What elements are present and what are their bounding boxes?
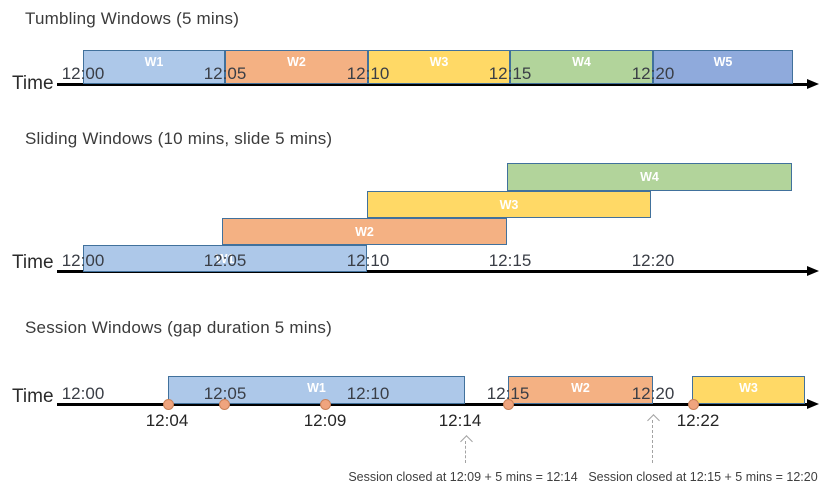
window-bar-w4: W4 bbox=[507, 163, 792, 191]
window-bar-w3: W3 bbox=[367, 191, 651, 218]
window-label: W2 bbox=[355, 224, 374, 239]
up-arrowhead-icon bbox=[646, 414, 660, 427]
event-dot bbox=[162, 398, 174, 410]
window-bar-w4: W4 bbox=[510, 50, 653, 84]
time-axis-label: Time bbox=[12, 252, 54, 273]
time-axis-label: Time bbox=[12, 386, 54, 407]
window-label: W2 bbox=[571, 381, 590, 395]
timeline-axis bbox=[57, 83, 807, 86]
axis-tick-label: 12:05 bbox=[203, 251, 247, 270]
window-bar-w3: W3 bbox=[368, 50, 510, 84]
event-dot bbox=[502, 398, 514, 410]
axis-tick-label: 12:10 bbox=[346, 384, 390, 403]
timeline-axis bbox=[57, 403, 807, 406]
axis-tick-label: 12:15 bbox=[488, 64, 532, 83]
window-bar-w2: W2 bbox=[225, 50, 368, 84]
window-label: W3 bbox=[429, 55, 449, 69]
window-bar-w1: W1 bbox=[83, 50, 225, 84]
timeline-arrowhead-icon bbox=[807, 79, 819, 89]
window-label: W5 bbox=[713, 55, 733, 69]
timeline-arrowhead-icon bbox=[807, 266, 819, 276]
window-bar-w5: W5 bbox=[653, 50, 793, 84]
axis-tick-label: 12:15 bbox=[486, 384, 530, 403]
window-bar-w2: W2 bbox=[508, 376, 653, 404]
axis-tick-label: 12:15 bbox=[488, 251, 532, 270]
callout-dashed-line bbox=[465, 441, 466, 463]
window-label: W1 bbox=[307, 381, 326, 395]
event-dot bbox=[687, 398, 699, 410]
section-title: Tumbling Windows (5 mins) bbox=[25, 9, 240, 28]
timeline-arrowhead-icon bbox=[807, 399, 819, 409]
window-bar-w1: W1 bbox=[83, 245, 367, 272]
window-label: W2 bbox=[287, 55, 306, 69]
axis-tick-label: 12:10 bbox=[346, 251, 390, 270]
axis-tick-label: 12:20 bbox=[631, 251, 675, 270]
window-label: W4 bbox=[572, 55, 591, 69]
axis-tick-label: 12:20 bbox=[631, 64, 675, 83]
window-label: W4 bbox=[640, 170, 659, 184]
section-title: Sliding Windows (10 mins, slide 5 mins) bbox=[25, 129, 333, 148]
event-dot bbox=[218, 398, 230, 410]
window-label: W1 bbox=[215, 251, 235, 266]
event-time-label: 12:22 bbox=[676, 411, 720, 430]
callout-dashed-line bbox=[652, 420, 653, 463]
window-label: W3 bbox=[499, 197, 519, 212]
axis-tick-label: 12:00 bbox=[61, 384, 105, 403]
window-bar-w1: W1 bbox=[168, 376, 465, 404]
event-time-label: 12:14 bbox=[438, 411, 482, 430]
axis-tick-label: 12:00 bbox=[61, 64, 105, 83]
time-axis-label: Time bbox=[12, 73, 54, 94]
section-title: Session Windows (gap duration 5 mins) bbox=[25, 318, 332, 337]
axis-tick-label: 12:00 bbox=[61, 251, 105, 270]
session-close-annotation: Session closed at 12:15 + 5 mins = 12:20 bbox=[588, 470, 818, 484]
axis-tick-label: 12:10 bbox=[346, 64, 390, 83]
axis-tick-label: 12:20 bbox=[631, 384, 675, 403]
window-label: W3 bbox=[739, 381, 758, 395]
window-bar-w2: W2 bbox=[222, 218, 507, 245]
window-bar-w3: W3 bbox=[692, 376, 805, 404]
event-dot bbox=[319, 398, 331, 410]
event-time-label: 12:04 bbox=[145, 411, 189, 430]
window-label: W1 bbox=[144, 55, 164, 69]
session-close-annotation: Session closed at 12:09 + 5 mins = 12:14 bbox=[348, 470, 578, 484]
axis-tick-label: 12:05 bbox=[203, 384, 247, 403]
event-time-label: 12:09 bbox=[303, 411, 347, 430]
timeline-axis bbox=[57, 270, 807, 273]
axis-tick-label: 12:05 bbox=[203, 64, 247, 83]
up-arrowhead-icon bbox=[459, 435, 473, 448]
